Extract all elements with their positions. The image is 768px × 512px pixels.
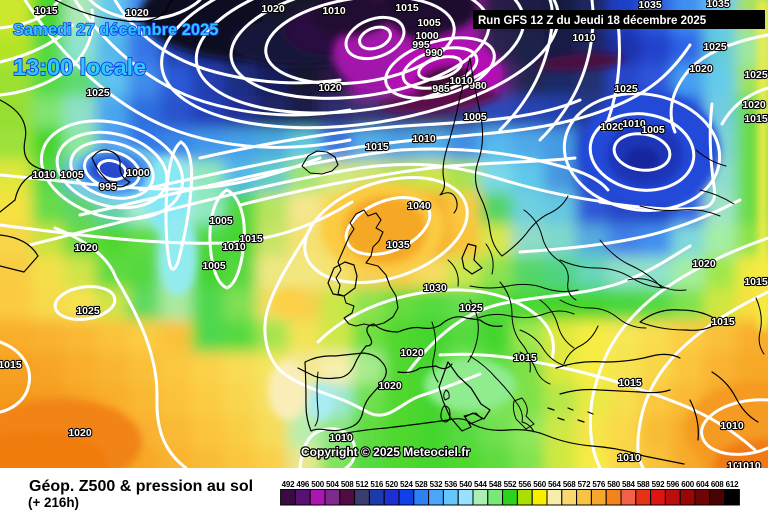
svg-text:1020: 1020 — [74, 242, 98, 254]
svg-text:492: 492 — [282, 480, 295, 489]
svg-text:1010: 1010 — [32, 169, 56, 181]
svg-text:1005: 1005 — [209, 215, 233, 227]
svg-text:536: 536 — [444, 480, 457, 489]
svg-text:1015: 1015 — [395, 2, 419, 14]
svg-text:1010: 1010 — [617, 452, 641, 464]
svg-text:1025: 1025 — [703, 41, 727, 53]
svg-text:1015: 1015 — [618, 377, 642, 389]
svg-text:1020: 1020 — [689, 63, 713, 75]
svg-text:1015: 1015 — [365, 141, 389, 153]
svg-text:1000: 1000 — [415, 30, 439, 42]
svg-text:576: 576 — [592, 480, 605, 489]
svg-text:1005: 1005 — [641, 124, 665, 136]
svg-text:564: 564 — [548, 480, 561, 489]
svg-text:540: 540 — [459, 480, 472, 489]
svg-text:1015: 1015 — [711, 316, 735, 328]
svg-text:512: 512 — [356, 480, 369, 489]
svg-text:556: 556 — [518, 480, 531, 489]
svg-text:980: 980 — [469, 80, 487, 92]
svg-text:1035: 1035 — [706, 0, 730, 10]
svg-text:1020: 1020 — [125, 7, 149, 19]
svg-text:572: 572 — [578, 480, 591, 489]
svg-text:1020: 1020 — [261, 3, 285, 15]
svg-text:552: 552 — [504, 480, 517, 489]
svg-text:1020: 1020 — [318, 82, 342, 94]
svg-text:Copyright © 2025 Meteociel.fr: Copyright © 2025 Meteociel.fr — [301, 445, 470, 459]
svg-text:588: 588 — [637, 480, 650, 489]
svg-text:1020: 1020 — [692, 258, 716, 270]
svg-text:1025: 1025 — [614, 83, 638, 95]
svg-text:1015: 1015 — [239, 233, 263, 245]
svg-text:1010: 1010 — [622, 118, 646, 130]
svg-text:544: 544 — [474, 480, 487, 489]
svg-text:1015: 1015 — [744, 276, 768, 288]
svg-text:560: 560 — [533, 480, 546, 489]
svg-text:1000: 1000 — [126, 167, 150, 179]
svg-text:1015: 1015 — [744, 113, 768, 125]
svg-text:528: 528 — [415, 480, 428, 489]
svg-text:1035: 1035 — [386, 239, 410, 251]
svg-text:1025: 1025 — [459, 302, 483, 314]
svg-text:524: 524 — [400, 480, 413, 489]
svg-text:1010: 1010 — [329, 432, 353, 444]
svg-text:1010: 1010 — [322, 5, 346, 17]
svg-text:1010: 1010 — [412, 133, 436, 145]
svg-text:990: 990 — [425, 47, 443, 59]
svg-text:496: 496 — [296, 480, 309, 489]
svg-text:608: 608 — [711, 480, 724, 489]
svg-text:1010: 1010 — [737, 460, 761, 472]
svg-text:604: 604 — [696, 480, 709, 489]
svg-text:1020: 1020 — [600, 121, 624, 133]
svg-text:612: 612 — [726, 480, 739, 489]
svg-text:Géop. Z500 & pression au sol: Géop. Z500 & pression au sol — [29, 478, 253, 495]
svg-text:10: 10 — [727, 460, 739, 472]
svg-text:1005: 1005 — [60, 169, 84, 181]
svg-text:1005: 1005 — [202, 260, 226, 272]
svg-text:520: 520 — [385, 480, 398, 489]
svg-text:Samedi 27 décembre 2025: Samedi 27 décembre 2025 — [13, 21, 218, 39]
svg-text:1010: 1010 — [449, 75, 473, 87]
svg-text:1015: 1015 — [34, 5, 58, 17]
svg-text:1015: 1015 — [0, 359, 22, 371]
svg-text:508: 508 — [341, 480, 354, 489]
svg-text:1030: 1030 — [423, 282, 447, 294]
svg-text:592: 592 — [652, 480, 665, 489]
svg-text:1025: 1025 — [76, 305, 100, 317]
svg-text:1020: 1020 — [742, 99, 766, 111]
svg-text:1020: 1020 — [68, 427, 92, 439]
svg-text:Run GFS 12 Z du Jeudi 18 décem: Run GFS 12 Z du Jeudi 18 décembre 2025 — [478, 15, 707, 27]
svg-text:1010: 1010 — [720, 420, 744, 432]
svg-text:1025: 1025 — [86, 87, 110, 99]
svg-text:1020: 1020 — [400, 347, 424, 359]
svg-text:580: 580 — [607, 480, 620, 489]
svg-text:1015: 1015 — [513, 352, 537, 364]
svg-text:13:00 locale: 13:00 locale — [13, 54, 146, 80]
svg-text:584: 584 — [622, 480, 635, 489]
svg-text:1040: 1040 — [407, 200, 431, 212]
svg-text:600: 600 — [681, 480, 694, 489]
svg-text:596: 596 — [666, 480, 679, 489]
svg-text:1010: 1010 — [222, 241, 246, 253]
svg-text:568: 568 — [563, 480, 576, 489]
svg-text:532: 532 — [430, 480, 443, 489]
svg-text:516: 516 — [370, 480, 383, 489]
svg-text:504: 504 — [326, 480, 339, 489]
svg-text:1005: 1005 — [463, 111, 487, 123]
svg-text:985: 985 — [432, 83, 450, 95]
svg-text:548: 548 — [489, 480, 502, 489]
svg-text:(+ 216h): (+ 216h) — [28, 495, 79, 510]
svg-text:995: 995 — [412, 39, 430, 51]
svg-text:1010: 1010 — [572, 32, 596, 44]
svg-text:500: 500 — [311, 480, 324, 489]
svg-text:1020: 1020 — [378, 380, 402, 392]
svg-text:1035: 1035 — [638, 0, 662, 11]
svg-text:995: 995 — [99, 181, 117, 193]
svg-text:1005: 1005 — [417, 17, 441, 29]
svg-text:1025: 1025 — [744, 69, 768, 81]
